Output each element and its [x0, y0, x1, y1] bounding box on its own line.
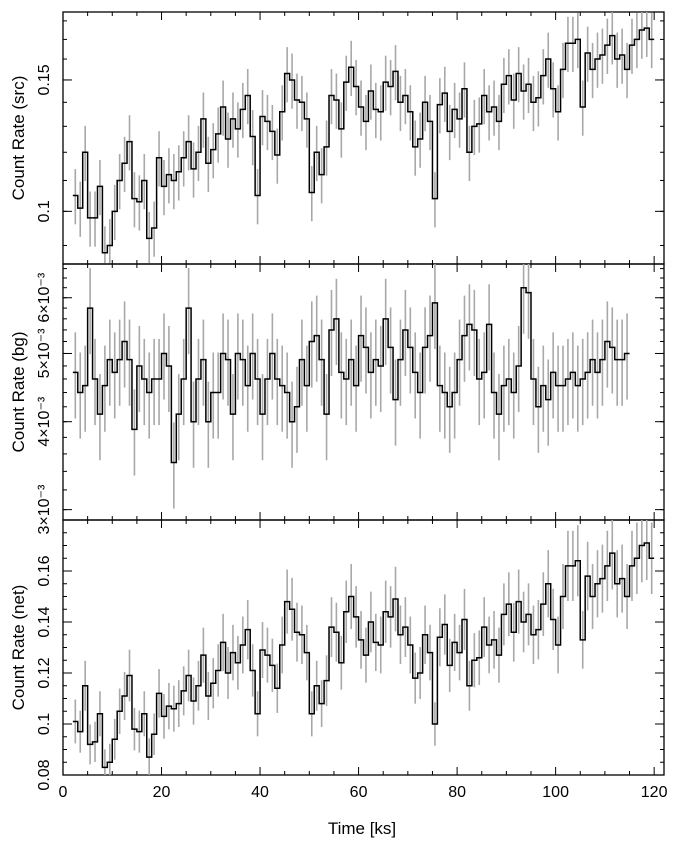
step-line-src: [72, 27, 655, 254]
step-line-bg: [72, 286, 630, 464]
series-net: [72, 520, 655, 775]
y-tick-label: 0.15: [36, 64, 53, 95]
x-tick-label: 0: [59, 784, 68, 801]
series-bg: [72, 264, 630, 509]
x-tick-label: 20: [153, 784, 171, 801]
y-tick-label: 0.16: [36, 555, 53, 586]
y-tick-label: 0.12: [36, 657, 53, 688]
plot-frame-src: [62, 11, 665, 265]
panel-net: 0.08 0.1 0.12 0.14 0.16 Count Rate (net) 0 20 40…: [9, 519, 668, 801]
x-axis-label: Time [ks]: [328, 819, 396, 838]
y-tick-label: 0.08: [36, 759, 53, 790]
panel-bg: 3×10⁻³ 4×10⁻³ 5×10⁻³ 6×10⁻³ Count Rate (bg): [9, 263, 665, 535]
y-tick-label: 0.1: [36, 713, 53, 735]
x-tick-label: 100: [542, 784, 569, 801]
y-tick-label: 4×10⁻³: [36, 396, 53, 446]
y-axis-label-src: Count Rate (src): [9, 76, 28, 201]
y-tick-label: 0.1: [36, 200, 53, 222]
series-src: [72, 12, 655, 264]
x-tick-label: 80: [448, 784, 466, 801]
step-line-net: [72, 542, 655, 769]
y-tick-label: 6×10⁻³: [36, 272, 53, 322]
y-tick-label: 5×10⁻³: [36, 328, 53, 378]
y-tick-label: 3×10⁻³: [36, 484, 53, 534]
y-axis-label-bg: Count Rate (bg): [9, 332, 28, 453]
x-tick-label: 120: [641, 784, 668, 801]
panel-src: 0.1 0.15 Count Rate (src): [9, 11, 665, 265]
y-axis-label-net: Count Rate (net): [9, 585, 28, 711]
y-tick-label: 0.14: [36, 606, 53, 637]
x-tick-label: 60: [350, 784, 368, 801]
x-tick-label: 40: [251, 784, 269, 801]
plot-frame-bg: [62, 263, 665, 521]
